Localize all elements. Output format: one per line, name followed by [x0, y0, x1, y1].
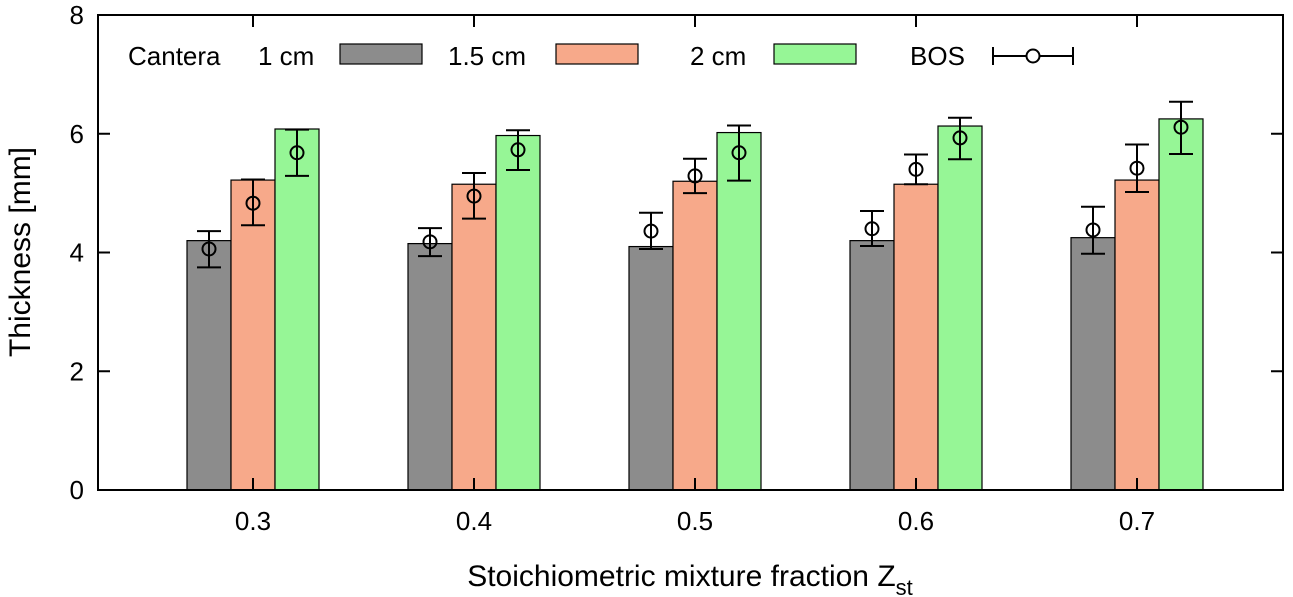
bos-point-0.4-1cm: [418, 227, 442, 258]
bos-marker: [952, 130, 968, 146]
legend-title: Cantera: [128, 41, 221, 71]
bos-marker: [510, 142, 526, 158]
bos-point-0.7-1cm: [1081, 205, 1105, 255]
bar-1.5cm-0.3: [230, 179, 276, 491]
legend-bos-marker: [1025, 48, 1041, 64]
bar-1cm-0.3: [186, 240, 232, 491]
x-tick-label: 0.3: [235, 506, 271, 536]
y-tick-label: 4: [70, 238, 84, 268]
bar-1cm-0.7: [1070, 237, 1116, 491]
bar-1.5cm-0.6: [893, 183, 939, 491]
x-tick-label: 0.4: [456, 506, 492, 536]
x-tick-label: 0.5: [677, 506, 713, 536]
bos-marker: [731, 145, 747, 161]
bar-2cm-0.6: [937, 125, 983, 491]
bos-marker: [422, 234, 438, 250]
legend-swatch-1cm: [339, 43, 423, 65]
bar-1.5cm-0.7: [1114, 179, 1160, 491]
bos-point-0.5-1.5cm: [683, 157, 707, 195]
bos-point-0.7-1.5cm: [1125, 143, 1149, 193]
bos-point-0.3-1.5cm: [241, 178, 265, 227]
plot-area: 0 2 4 6 8 0.3 0.4 0.5 0.6 0.7: [70, 0, 1284, 536]
bar-2cm-0.5: [716, 131, 762, 491]
legend: Cantera 1 cm 1.5 cm 2 cm BOS: [128, 41, 1074, 71]
y-tick-label: 8: [70, 0, 84, 30]
bar-2cm-0.7: [1158, 118, 1204, 491]
legend-swatch-2cm: [773, 43, 857, 65]
bos-point-0.3-1cm: [197, 230, 221, 269]
bar-1.5cm-0.5: [672, 180, 718, 491]
bos-marker: [289, 145, 305, 161]
bar-1.5cm-0.4: [451, 183, 497, 491]
bos-point-0.3-2cm: [285, 128, 309, 177]
bos-marker: [864, 221, 880, 237]
bar-1cm-0.4: [407, 242, 453, 491]
y-tick-label: 0: [70, 475, 84, 505]
bar-2cm-0.3: [274, 128, 320, 491]
legend-label-bos: BOS: [910, 41, 965, 71]
y-tick-label: 6: [70, 119, 84, 149]
bos-point-0.6-2cm: [948, 116, 972, 161]
bos-marker: [201, 241, 217, 257]
bos-point-0.4-2cm: [506, 129, 530, 171]
bos-marker: [1173, 119, 1189, 135]
legend-label-1cm: 1 cm: [258, 41, 314, 71]
x-axis-label: Stoichiometric mixture fraction Zst: [467, 560, 913, 597]
bos-point-0.5-2cm: [727, 124, 751, 182]
bos-marker: [908, 161, 924, 177]
x-axis-label-main: Stoichiometric mixture fraction Z: [467, 560, 895, 593]
bar-2cm-0.4: [495, 134, 541, 491]
y-tick-label: 2: [70, 356, 84, 386]
y-axis-label: Thickness [mm]: [4, 147, 37, 357]
bos-marker: [466, 188, 482, 204]
legend-swatch-1.5cm: [555, 43, 639, 65]
legend-label-1.5cm: 1.5 cm: [448, 41, 526, 71]
bos-marker: [1085, 222, 1101, 238]
bos-point-0.6-1cm: [860, 209, 884, 247]
bos-marker: [643, 223, 659, 239]
bos-point-0.5-1cm: [639, 211, 663, 250]
bos-marker: [245, 195, 261, 211]
bar-1cm-0.5: [628, 245, 674, 491]
bos-marker: [687, 168, 703, 184]
legend-label-2cm: 2 cm: [690, 41, 746, 71]
bos-point-0.4-1.5cm: [462, 171, 486, 220]
x-tick-label: 0.6: [898, 506, 934, 536]
bos-marker: [1129, 160, 1145, 176]
x-axis-label-subscript: st: [896, 575, 913, 597]
bos-point-0.7-2cm: [1169, 100, 1193, 155]
x-tick-label: 0.7: [1119, 506, 1155, 536]
bos-point-0.6-1.5cm: [904, 153, 928, 186]
bar-1cm-0.6: [849, 240, 895, 491]
